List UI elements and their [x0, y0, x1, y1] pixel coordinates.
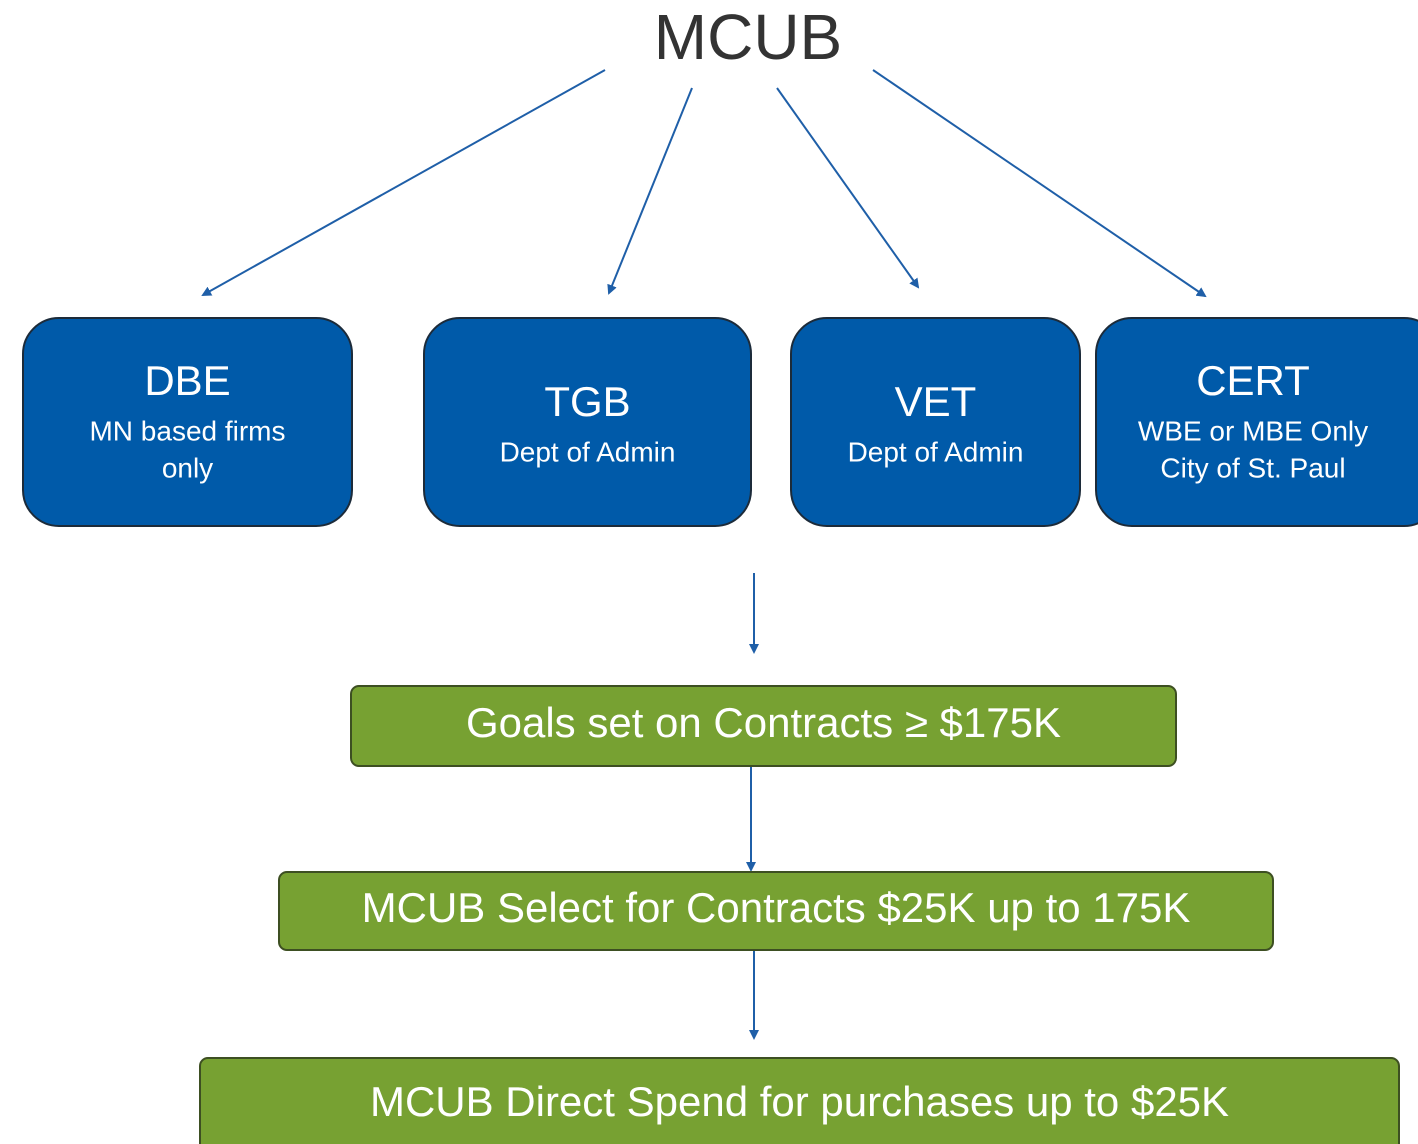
node-box	[423, 317, 752, 527]
step-box	[278, 871, 1274, 951]
arrow	[776, 87, 920, 289]
node-box	[22, 317, 353, 527]
arrow	[607, 87, 693, 295]
arrow	[201, 69, 606, 296]
node-sub: WBE or MBE Only	[1138, 415, 1368, 446]
node-sub: City of St. Paul	[1160, 452, 1345, 483]
node-sub: Dept of Admin	[848, 436, 1024, 467]
step-label: MCUB Select for Contracts $25K up to 175…	[362, 884, 1191, 931]
step-box	[199, 1057, 1400, 1144]
node-label: TGB	[544, 378, 630, 425]
title: MCUB	[654, 1, 842, 73]
step-box	[350, 685, 1177, 767]
node-sub: MN based firms	[89, 415, 285, 446]
arrows	[201, 69, 1207, 1040]
node-sub: only	[162, 452, 213, 483]
step-label: Goals set on Contracts ≥ $175K	[466, 699, 1061, 746]
step-label: MCUB Direct Spend for purchases up to $2…	[370, 1078, 1229, 1125]
node-label: VET	[895, 378, 977, 425]
arrow	[872, 69, 1207, 298]
node-label: DBE	[144, 357, 230, 404]
node-label: CERT	[1196, 357, 1310, 404]
node-sub: Dept of Admin	[500, 436, 676, 467]
node-box	[790, 317, 1081, 527]
node-box	[1095, 317, 1418, 527]
